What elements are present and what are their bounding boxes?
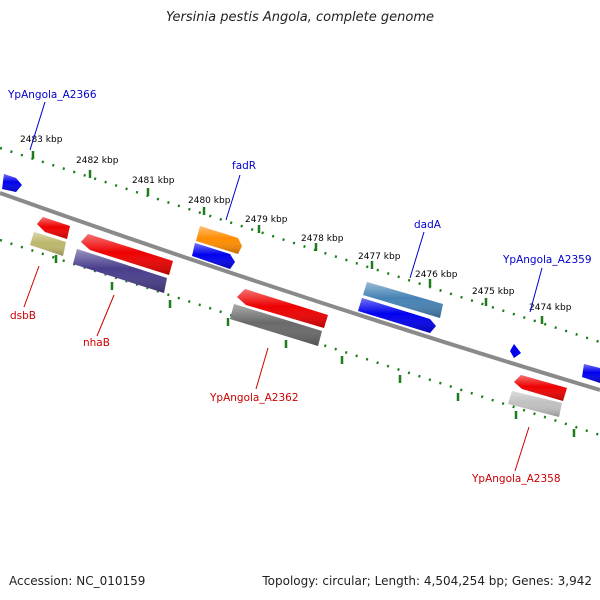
ruler-label: 2474 kbp xyxy=(529,303,572,313)
leader-A2359 xyxy=(529,267,543,313)
leader-A2362 xyxy=(255,347,269,390)
ruler-label: 2475 kbp xyxy=(472,287,515,297)
ruler-label: 2482 kbp xyxy=(76,156,119,166)
leader-dsbB xyxy=(23,265,40,308)
gene-A2359[interactable] xyxy=(510,344,521,358)
gene-label-fadR[interactable]: fadR xyxy=(232,160,256,172)
gene-dadA-cds[interactable] xyxy=(358,298,436,333)
gene-label-A2359[interactable]: YpAngola_A2359 xyxy=(502,254,592,266)
gene-nhaB-cds[interactable] xyxy=(81,234,173,275)
gene-fadR[interactable] xyxy=(196,226,242,254)
gene-A2358-cds[interactable] xyxy=(514,375,567,401)
gene-label-A2358[interactable]: YpAngola_A2358 xyxy=(471,473,561,485)
ruler-label: 2481 kbp xyxy=(132,176,175,186)
leader-A2358 xyxy=(514,426,530,472)
reverse-scale-ticks xyxy=(54,255,576,437)
gene-dadA[interactable] xyxy=(363,282,443,318)
gene-A2358[interactable] xyxy=(508,391,562,417)
accession-text: Accession: NC_010159 xyxy=(9,574,146,588)
ruler-label: 2477 kbp xyxy=(358,252,401,262)
ruler-label: 2483 kbp xyxy=(20,135,63,145)
gene-label-A2362[interactable]: YpAngola_A2362 xyxy=(209,392,299,404)
ruler-label: 2478 kbp xyxy=(301,234,344,244)
ruler-label: 2479 kbp xyxy=(245,215,288,225)
gene-nhaB[interactable] xyxy=(73,249,167,293)
gene-dsbB-cds[interactable] xyxy=(37,217,70,239)
gene-f0[interactable] xyxy=(2,174,22,192)
gene-label-A2366[interactable]: YpAngola_A2366 xyxy=(7,89,97,101)
leader-dadA xyxy=(409,231,425,279)
map-title: Yersinia pestis Angola, complete genome xyxy=(166,10,434,25)
gene-label-nhaB[interactable]: nhaB xyxy=(83,337,110,349)
gene-f-end[interactable] xyxy=(582,364,600,383)
gene-dsbB[interactable] xyxy=(30,232,66,256)
gene-fadR-cds[interactable] xyxy=(192,243,235,269)
leader-fadR xyxy=(225,174,241,221)
topology-text: Topology: circular; Length: 4,504,254 bp… xyxy=(262,574,592,588)
ruler-label: 2480 kbp xyxy=(188,196,231,206)
forward-scale-ticks xyxy=(31,151,544,324)
leader-A2366 xyxy=(29,101,46,151)
gene-A2362-cds[interactable] xyxy=(237,289,328,328)
gene-label-dsbB[interactable]: dsbB xyxy=(10,310,36,322)
gene-label-dadA[interactable]: dadA xyxy=(414,219,442,231)
gene-A2362[interactable] xyxy=(230,304,322,346)
genome-backbone xyxy=(0,191,600,392)
ruler-label: 2476 kbp xyxy=(415,270,458,280)
leader-nhaB xyxy=(96,294,115,337)
